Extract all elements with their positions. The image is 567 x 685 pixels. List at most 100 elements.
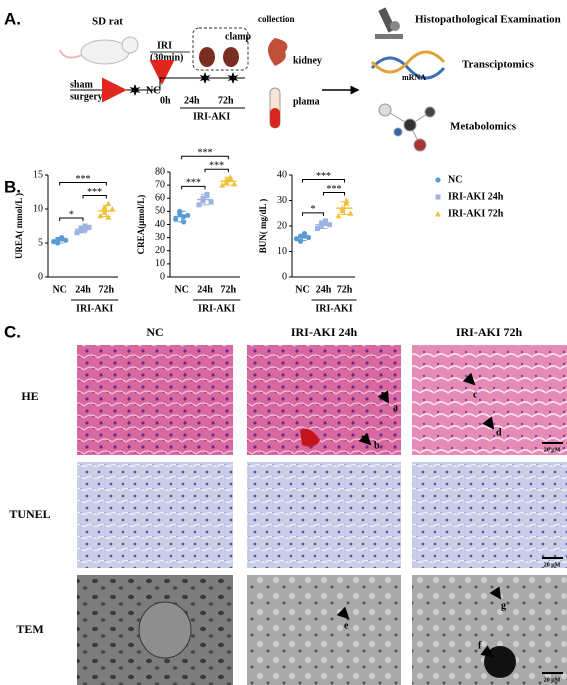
iri-time: (30min): [150, 52, 183, 63]
y-tick-label: 40: [277, 169, 287, 180]
data-point: [200, 198, 206, 204]
data-point: [347, 210, 354, 216]
data-point: [319, 220, 324, 226]
micrograph: [247, 575, 401, 685]
significance-bracket: [59, 182, 107, 186]
time-label: 72h: [218, 95, 234, 106]
significance-label: *: [69, 209, 74, 220]
annotation: a: [393, 402, 398, 413]
sham-label: sham: [70, 79, 93, 90]
data-point: [231, 180, 238, 187]
x-tick-label: NC: [52, 284, 66, 295]
data-point: [208, 199, 214, 205]
annotation: b: [374, 440, 380, 451]
significance-label: ***: [327, 184, 342, 195]
row-label: TUNEL: [9, 507, 50, 521]
kidney-icon: [199, 47, 215, 67]
data-point: [78, 228, 84, 234]
analysis-label: Histopathological Examination: [415, 14, 561, 26]
panel-label: A.: [4, 9, 21, 28]
x-tick-label: 72h: [337, 284, 353, 295]
significance-label: ***: [76, 174, 91, 185]
collection-label: collection: [258, 14, 295, 24]
significance-label: ***: [87, 187, 102, 198]
rat-icon: [59, 49, 83, 59]
row-label: TEM: [16, 622, 43, 636]
x-tick-label: 24h: [316, 284, 332, 295]
star-icon: [227, 72, 239, 84]
y-tick-label: 50: [155, 206, 165, 217]
tube-icon: [270, 108, 280, 128]
data-point: [74, 230, 80, 236]
micrograph: [77, 462, 233, 568]
significance-label: ***: [186, 178, 201, 189]
column-label: NC: [146, 325, 163, 339]
error-bar: [79, 225, 87, 234]
plasma-label: plama: [293, 96, 320, 107]
x-tick-label: NC: [174, 284, 188, 295]
sham-label: surgery: [70, 91, 103, 102]
significance-bracket: [181, 185, 206, 190]
panel-c: C. NC IRI-AKI 24h IRI-AKI 72h HE TUNEL T…: [4, 322, 567, 685]
annotation: e: [344, 620, 349, 631]
x-tick-label: NC: [295, 284, 309, 295]
y-axis-label: CREA(μmol/L): [136, 195, 146, 255]
analysis-label: Metabolomics: [450, 121, 517, 133]
nucleus: [138, 601, 192, 659]
y-tick-label: 5: [38, 237, 43, 248]
clamp-label: clamp: [225, 31, 252, 42]
significance-label: ***: [316, 171, 331, 182]
mrna-label: mRNA: [402, 73, 426, 82]
data-point: [319, 223, 324, 229]
y-tick-label: 30: [277, 195, 287, 206]
legend-label: IRI-AKI 24h: [448, 191, 504, 202]
y-tick-label: 15: [33, 169, 43, 180]
micrograph: [412, 462, 567, 568]
star-icon: [129, 84, 141, 96]
data-point: [173, 216, 179, 222]
y-tick-label: 10: [33, 203, 43, 214]
data-point: [204, 193, 210, 199]
scale-bar: [542, 442, 563, 674]
data-point: [109, 206, 116, 212]
row-label: HE: [21, 389, 38, 403]
data-point: [97, 212, 104, 219]
kidney-icon: [268, 38, 288, 66]
data-point: [200, 195, 206, 201]
annotation: c: [473, 389, 478, 400]
panel-a: A. SD rat clamp IRI (30min) sham surgery…: [4, 7, 561, 152]
annotation: f: [478, 640, 482, 651]
x-tick-label: 72h: [99, 284, 115, 295]
y-tick-label: 70: [155, 179, 165, 190]
y-tick-label: 10: [155, 258, 165, 269]
hemorrhage: [300, 428, 320, 447]
scale-label: 20 μM: [544, 562, 561, 568]
significance-label: *: [311, 204, 316, 215]
y-tick-label: 30: [155, 232, 165, 243]
group-label: IRI-AKI: [198, 303, 235, 314]
data-point: [86, 224, 92, 230]
data-point: [315, 226, 320, 232]
data-point: [78, 225, 84, 231]
y-tick-label: 0: [282, 271, 287, 282]
microscope-icon: [375, 7, 403, 39]
star-icon: [199, 72, 211, 84]
significance-bracket: [82, 195, 107, 199]
panel-label: B.: [4, 177, 21, 196]
time-label: 24h: [184, 95, 200, 106]
y-tick-label: 40: [155, 219, 165, 230]
significance-bracket: [181, 155, 229, 160]
micrograph: [247, 345, 401, 455]
y-tick-label: 10: [277, 246, 287, 257]
time-label: 0h: [160, 95, 171, 106]
error-bar: [102, 205, 111, 217]
column-label: IRI-AKI 24h: [291, 325, 358, 339]
significance-label: ***: [209, 161, 224, 172]
error-bar: [319, 220, 328, 230]
data-point: [219, 182, 226, 188]
nucleus: [484, 646, 516, 678]
error-bar: [177, 210, 186, 223]
data-point: [105, 200, 112, 207]
